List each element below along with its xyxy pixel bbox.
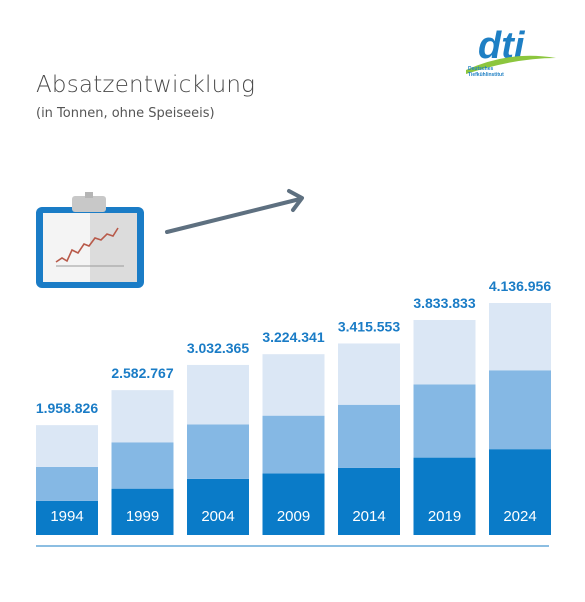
bar-value-label: 3.415.553: [338, 318, 400, 334]
bar-value-label: 1.958.826: [36, 400, 98, 416]
bar-year-label: 2014: [352, 508, 385, 525]
bar-segment-mid: [263, 416, 325, 474]
bars-group: 19941.958.82619992.582.76720043.032.3652…: [36, 278, 551, 535]
bar-value-label: 2.582.767: [111, 365, 173, 381]
bar-segment-mid: [338, 405, 400, 468]
bar-year-label: 2024: [503, 508, 536, 525]
bar-value-label: 3.224.341: [262, 329, 324, 345]
bar-1994: 1994 1.958.826: [36, 400, 98, 535]
bar-segment-light: [112, 390, 174, 442]
bar-year-label: 2019: [428, 508, 461, 525]
bar-2004: 2004 3.032.365: [187, 340, 249, 535]
bar-segment-light: [338, 343, 400, 404]
bar-2024: 2024 4.136.956: [489, 278, 551, 535]
bar-2009: 2009 3.224.341: [262, 329, 324, 535]
bar-year-label: 2009: [277, 508, 310, 525]
bar-segment-dark: [187, 479, 249, 535]
bar-2019: 2019 3.833.833: [413, 295, 475, 535]
bar-value-label: 3.833.833: [413, 295, 475, 311]
bar-segment-light: [36, 425, 98, 467]
bar-segment-light: [489, 303, 551, 370]
growth-arrow-icon: [167, 191, 302, 232]
bar-2014: 2014 3.415.553: [338, 318, 400, 535]
bar-segment-light: [263, 354, 325, 415]
bar-segment-light: [414, 320, 476, 385]
bar-value-label: 3.032.365: [187, 340, 249, 356]
bar-year-label: 1999: [126, 508, 159, 525]
bar-1999: 1999 2.582.767: [111, 365, 173, 535]
bar-segment-mid: [414, 384, 476, 457]
bar-segment-mid: [112, 442, 174, 488]
bar-segment-dark: [263, 474, 325, 535]
bar-year-label: 1994: [50, 508, 83, 525]
bar-segment-mid: [489, 370, 551, 449]
bar-segment-mid: [36, 467, 98, 501]
bar-value-label: 4.136.956: [489, 278, 551, 294]
presentation-board-icon: [36, 192, 144, 288]
bar-segment-light: [187, 365, 249, 425]
bar-segment-mid: [187, 424, 249, 478]
bar-year-label: 2004: [201, 508, 234, 525]
